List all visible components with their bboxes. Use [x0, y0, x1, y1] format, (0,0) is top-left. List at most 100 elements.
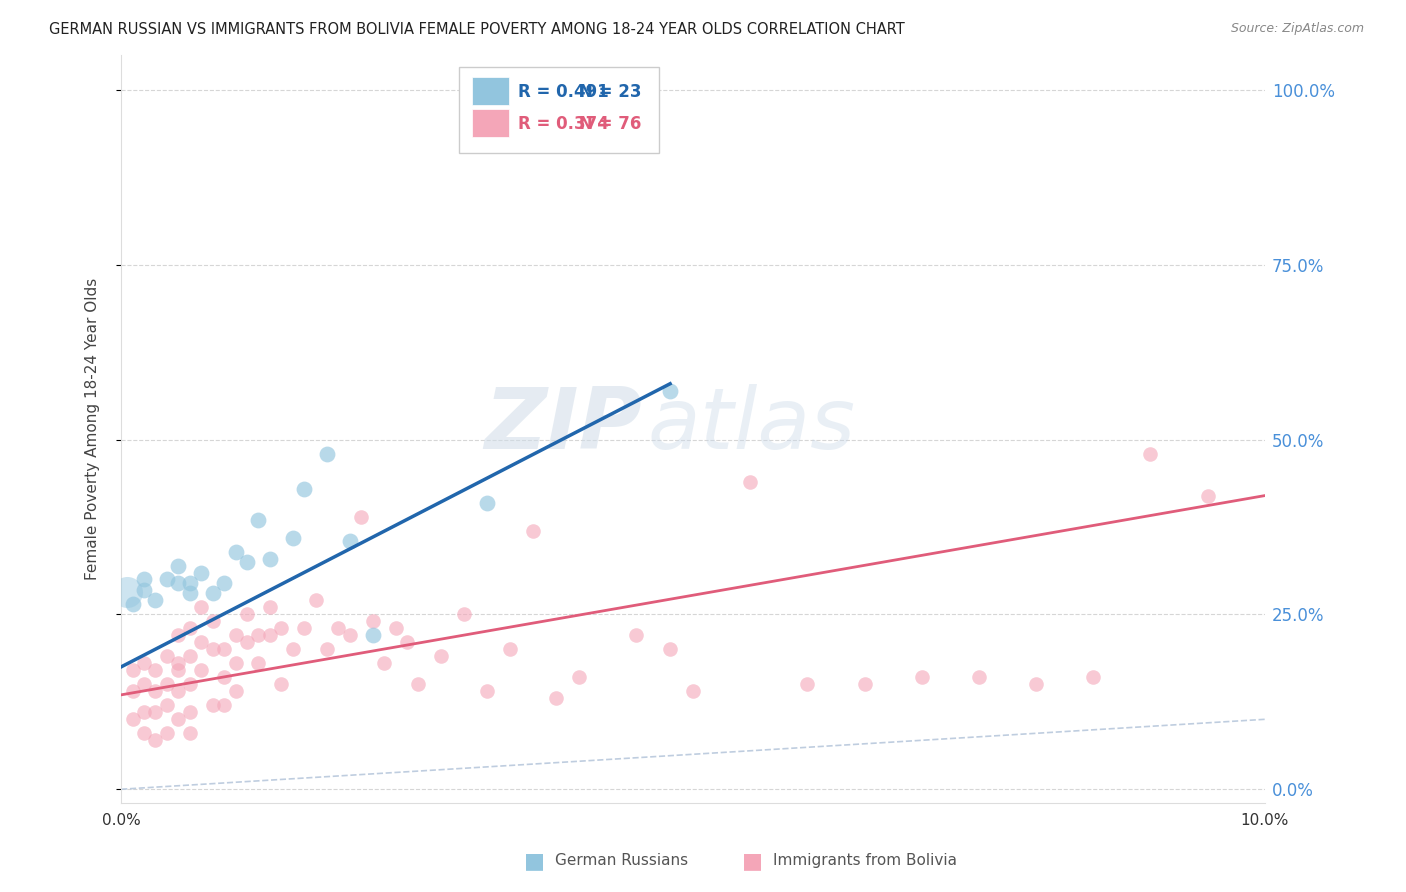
Point	[499, 642, 522, 657]
Point	[132, 657, 155, 671]
Point	[373, 657, 395, 671]
Point	[145, 733, 167, 747]
Point	[292, 482, 315, 496]
Point	[247, 628, 270, 642]
Point	[121, 597, 143, 611]
Text: atlas: atlas	[647, 384, 855, 467]
Point	[190, 600, 212, 615]
Point	[292, 622, 315, 636]
Point	[179, 576, 201, 591]
Point	[522, 524, 544, 538]
Point	[201, 698, 224, 713]
Point	[1025, 677, 1047, 691]
Point	[384, 622, 406, 636]
Point	[179, 586, 201, 600]
Point	[270, 622, 292, 636]
Text: N = 76: N = 76	[579, 115, 641, 133]
Point	[145, 684, 167, 698]
Point	[167, 628, 190, 642]
Point	[796, 677, 818, 691]
Point	[167, 558, 190, 573]
Point	[201, 642, 224, 657]
Point	[167, 664, 190, 678]
Point	[156, 726, 179, 740]
Point	[179, 677, 201, 691]
Text: N = 23: N = 23	[579, 83, 641, 101]
Point	[270, 677, 292, 691]
Point	[396, 635, 419, 649]
Point	[408, 677, 430, 691]
Point	[361, 615, 384, 629]
Point	[544, 691, 567, 706]
Point	[316, 642, 339, 657]
Point	[350, 509, 373, 524]
Point	[475, 495, 498, 509]
Point	[115, 585, 138, 599]
Point	[167, 712, 190, 726]
Point	[179, 706, 201, 720]
Point	[1139, 447, 1161, 461]
Point	[247, 657, 270, 671]
Point	[132, 573, 155, 587]
Point	[259, 600, 281, 615]
Point	[259, 628, 281, 642]
Text: ■: ■	[524, 851, 544, 871]
Point	[247, 513, 270, 527]
Point	[201, 615, 224, 629]
Point	[316, 447, 339, 461]
Point	[328, 622, 350, 636]
Point	[212, 698, 235, 713]
Point	[145, 593, 167, 607]
Point	[224, 544, 246, 558]
Point	[304, 593, 326, 607]
Point	[568, 670, 591, 684]
FancyBboxPatch shape	[472, 77, 509, 105]
Point	[224, 684, 246, 698]
Point	[121, 664, 143, 678]
Point	[179, 622, 201, 636]
Point	[167, 576, 190, 591]
Point	[339, 534, 361, 549]
Point	[156, 677, 179, 691]
Point	[156, 649, 179, 664]
Point	[132, 582, 155, 597]
Point	[1197, 489, 1219, 503]
Point	[224, 657, 246, 671]
Text: R = 0.374: R = 0.374	[517, 115, 609, 133]
Point	[212, 670, 235, 684]
FancyBboxPatch shape	[472, 109, 509, 137]
Point	[682, 684, 704, 698]
Point	[259, 551, 281, 566]
Point	[453, 607, 475, 622]
Point	[190, 635, 212, 649]
Point	[224, 628, 246, 642]
Point	[281, 642, 304, 657]
Point	[179, 726, 201, 740]
Y-axis label: Female Poverty Among 18-24 Year Olds: Female Poverty Among 18-24 Year Olds	[86, 278, 100, 581]
Text: ■: ■	[742, 851, 762, 871]
Point	[911, 670, 934, 684]
Point	[430, 649, 453, 664]
Point	[201, 586, 224, 600]
Point	[167, 657, 190, 671]
Text: GERMAN RUSSIAN VS IMMIGRANTS FROM BOLIVIA FEMALE POVERTY AMONG 18-24 YEAR OLDS C: GERMAN RUSSIAN VS IMMIGRANTS FROM BOLIVI…	[49, 22, 905, 37]
Point	[740, 475, 762, 489]
Text: Immigrants from Bolivia: Immigrants from Bolivia	[773, 854, 957, 868]
FancyBboxPatch shape	[458, 67, 658, 153]
Text: R = 0.491: R = 0.491	[517, 83, 609, 101]
Point	[624, 628, 647, 642]
Point	[121, 712, 143, 726]
Point	[339, 628, 361, 642]
Point	[236, 607, 259, 622]
Point	[853, 677, 876, 691]
Point	[659, 642, 682, 657]
Text: Source: ZipAtlas.com: Source: ZipAtlas.com	[1230, 22, 1364, 36]
Point	[121, 684, 143, 698]
Text: ZIP: ZIP	[484, 384, 641, 467]
Point	[967, 670, 990, 684]
Point	[145, 664, 167, 678]
Point	[132, 726, 155, 740]
Point	[1083, 670, 1105, 684]
Point	[361, 628, 384, 642]
Text: German Russians: German Russians	[555, 854, 689, 868]
